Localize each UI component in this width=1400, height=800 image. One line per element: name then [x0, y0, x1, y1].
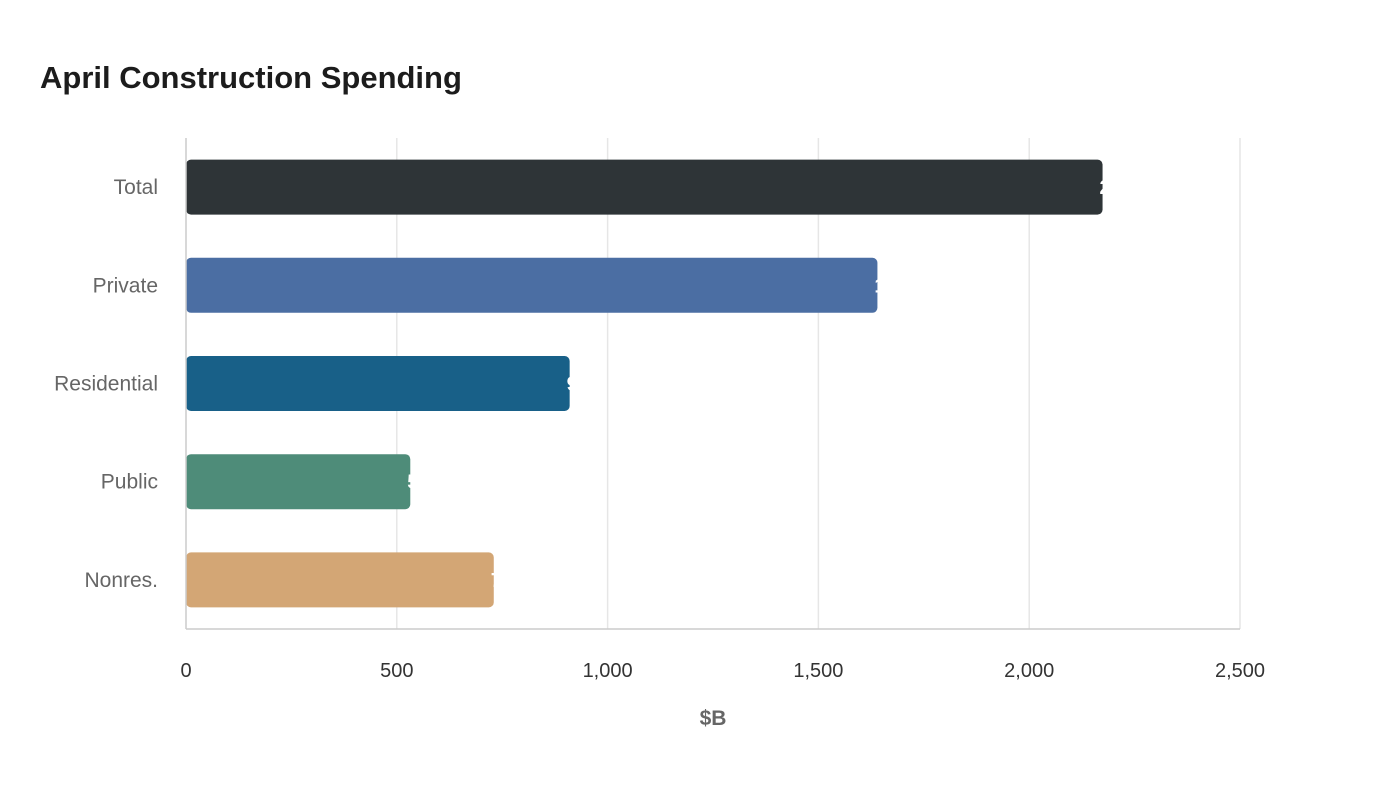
data-label: 5 [407, 472, 418, 494]
data-label: 1 [874, 275, 885, 297]
x-tick-label: 2,500 [1215, 660, 1265, 682]
x-tick-label: 1,500 [793, 660, 843, 682]
bar [186, 454, 411, 510]
data-label: 7 [491, 570, 502, 592]
category-label: Private [93, 274, 158, 297]
gridlines [396, 138, 1241, 629]
x-tick-label: 0 [180, 660, 191, 682]
x-tick-label: 1,000 [583, 660, 633, 682]
bar [186, 257, 878, 313]
category-label: Residential [54, 373, 158, 396]
bar [186, 552, 494, 608]
category-label: Nonres. [84, 569, 158, 592]
axes [185, 138, 1240, 630]
chart-title: April Construction Spending [40, 60, 462, 95]
x-tick-label: 2,000 [1004, 660, 1054, 682]
category-label: Public [101, 471, 158, 494]
data-label: 2 [1100, 177, 1111, 199]
bars [186, 159, 1103, 608]
bar [186, 159, 1103, 215]
x-axis-title: $B [700, 707, 727, 730]
labels: 0 500 1,000 1,500 2,000 2,500 Total 2 Private 1 Re… [54, 176, 1265, 730]
category-label: Total [114, 176, 158, 199]
data-label: 9 [567, 374, 578, 396]
x-tick-label: 500 [380, 660, 413, 682]
bar [186, 356, 570, 411]
